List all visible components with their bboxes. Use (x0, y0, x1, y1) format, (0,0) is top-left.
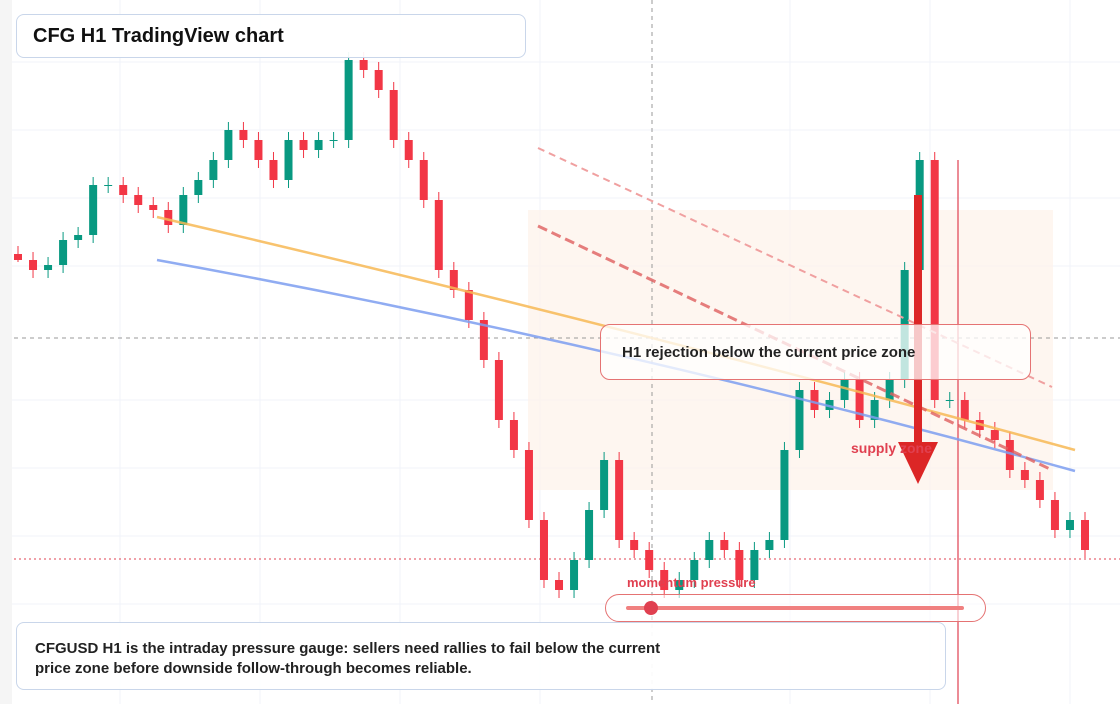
candle-body (479, 320, 488, 360)
candle-body (930, 160, 939, 400)
caption-box: CFGUSD H1 is the intraday pressure gauge… (16, 622, 946, 690)
down-arrow-head (898, 442, 938, 484)
candle-body (434, 200, 443, 270)
candle-body (675, 580, 684, 590)
candle-body (795, 390, 804, 450)
candle-body (1020, 470, 1029, 480)
candle-body (1005, 440, 1014, 470)
candle-body (690, 560, 699, 580)
left-edge (0, 0, 12, 704)
candle-body (74, 235, 83, 240)
candle-body (299, 140, 308, 150)
candle-body (224, 130, 233, 160)
candle-body (44, 265, 53, 270)
candle-body (29, 260, 38, 270)
candle-body (119, 185, 128, 195)
candle-body (855, 380, 864, 420)
rejection-box: H1 rejection below the current price zon… (600, 324, 1031, 380)
candle-body (585, 510, 594, 560)
candle-body (134, 195, 143, 205)
candle-body (735, 550, 744, 580)
caption: CFGUSD H1 is the intraday pressure gauge… (35, 640, 661, 677)
candle-body (840, 380, 849, 400)
candle-body (509, 420, 518, 450)
rejection-label: H1 rejection below the current price zon… (622, 344, 916, 361)
candle-body (960, 400, 969, 420)
candle-body (750, 550, 759, 580)
candle-body (254, 140, 263, 160)
candle-body (945, 400, 954, 401)
candle-body (1065, 520, 1074, 530)
candle-body (780, 450, 789, 540)
candle-body (645, 550, 654, 570)
candle-body (404, 140, 413, 160)
candle-body (284, 140, 293, 180)
candle-body (374, 70, 383, 90)
zone-label: supply zone (851, 440, 932, 456)
candle-body (660, 570, 669, 590)
gauge-knob (644, 601, 658, 615)
candle-body (1050, 500, 1059, 530)
candle-body (615, 460, 624, 540)
candle-body (14, 254, 22, 260)
candle-body (419, 160, 428, 200)
candle-body (720, 540, 729, 550)
candle-body (539, 520, 548, 580)
candle-body (810, 390, 819, 410)
candle-body (89, 185, 98, 235)
candle-body (990, 430, 999, 440)
trendline-lower (537, 224, 1053, 472)
gauge-label: momentum pressure (627, 575, 756, 590)
title-box: CFG H1 TradingView chart (16, 14, 526, 58)
candle-body (765, 540, 774, 550)
chart-title: CFG H1 TradingView chart (33, 25, 284, 47)
candle-body (885, 380, 894, 400)
candle-body (524, 450, 533, 520)
candle-body (104, 185, 113, 186)
candle-body (705, 540, 714, 560)
candle-body (870, 400, 879, 420)
candle-body (389, 90, 398, 140)
candle-body (179, 195, 188, 225)
candle-body (449, 270, 458, 290)
candle-body (464, 290, 473, 320)
candle-body (194, 180, 203, 195)
candle-body (600, 460, 609, 510)
candle-body (209, 160, 218, 180)
gauge-bar (626, 606, 964, 610)
candle-body (329, 140, 338, 141)
candle-body (630, 540, 639, 550)
candle-body (1035, 480, 1044, 500)
candle-body (344, 60, 353, 140)
candle-body (164, 210, 173, 225)
candle-body (555, 580, 564, 590)
candle-body (59, 240, 68, 265)
gauge-track (605, 594, 986, 622)
candle-body (1081, 520, 1089, 550)
candle-body (359, 60, 368, 70)
candle-body (149, 205, 158, 210)
candle-body (269, 160, 278, 180)
candle-body (314, 140, 323, 150)
candle-body (494, 360, 503, 420)
candle-body (239, 130, 248, 140)
candle-body (570, 560, 579, 590)
